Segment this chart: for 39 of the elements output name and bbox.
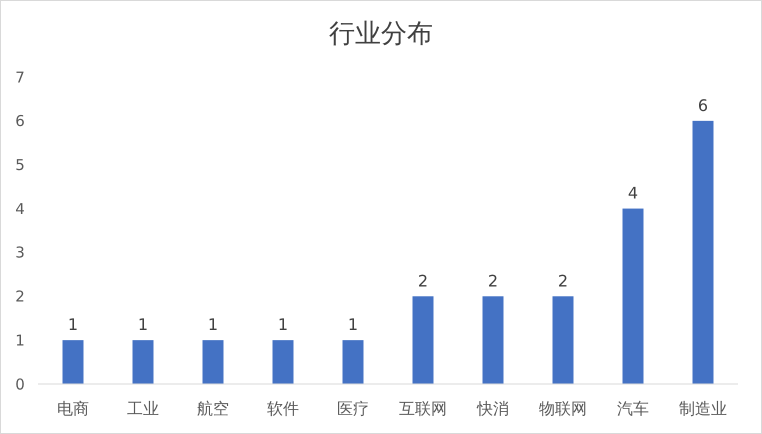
bar	[482, 296, 504, 384]
y-tick-label: 6	[15, 112, 25, 130]
data-label: 4	[628, 184, 638, 203]
bar	[202, 340, 224, 384]
bar	[552, 296, 574, 384]
x-tick-label: 汽车	[617, 399, 649, 418]
x-tick-label: 工业	[127, 399, 159, 418]
data-label: 1	[208, 315, 218, 334]
y-tick-label: 0	[15, 375, 25, 394]
x-tick-label: 快消	[476, 399, 509, 418]
y-tick-label: 3	[15, 244, 25, 262]
x-tick-label: 互联网	[399, 399, 447, 418]
bar	[342, 340, 364, 384]
data-label: 1	[68, 315, 78, 334]
y-tick-label: 5	[15, 156, 25, 174]
bar	[412, 296, 434, 384]
x-tick-label: 电商	[57, 399, 89, 418]
y-tick-label: 2	[15, 288, 25, 306]
chart-title: 行业分布	[329, 19, 433, 49]
data-label: 1	[278, 315, 288, 334]
bar	[62, 340, 84, 384]
data-label: 2	[488, 271, 498, 290]
data-label: 1	[138, 315, 148, 334]
y-tick-label: 1	[15, 331, 25, 350]
x-tick-label: 医疗	[337, 399, 369, 418]
x-tick-label: 软件	[267, 399, 299, 418]
x-tick-label: 航空	[197, 399, 229, 418]
y-tick-label: 7	[15, 68, 25, 86]
data-label: 1	[348, 315, 358, 334]
y-tick-label: 4	[15, 200, 25, 218]
data-label: 2	[418, 271, 428, 290]
data-label: 6	[698, 96, 708, 115]
data-label: 2	[558, 271, 568, 290]
x-tick-label: 物联网	[539, 399, 587, 418]
bar	[132, 340, 154, 384]
bar	[272, 340, 294, 384]
x-tick-label: 制造业	[679, 399, 727, 418]
bar	[692, 120, 714, 384]
bar	[622, 208, 644, 384]
